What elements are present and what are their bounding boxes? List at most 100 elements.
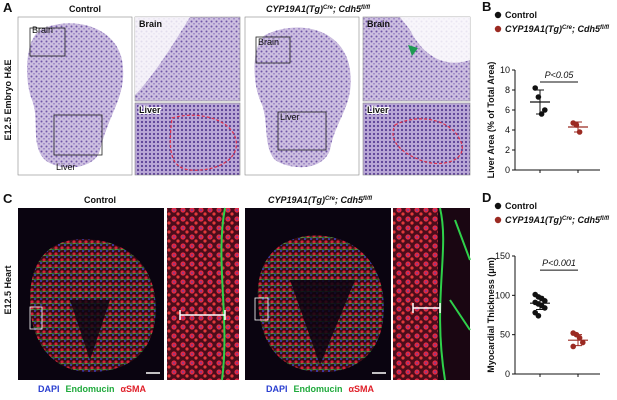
- stain-name: DAPI: [38, 384, 60, 394]
- annotation: P<0.05: [545, 70, 575, 80]
- column-title: Control: [69, 4, 101, 14]
- stain-name: αSMA: [120, 384, 146, 394]
- legend-label: Control: [505, 201, 537, 211]
- text-part: CYP19A1(Tg): [268, 195, 325, 205]
- legend-marker: [494, 202, 502, 210]
- myocardium: [393, 208, 438, 380]
- zoom-box: [277, 111, 327, 151]
- data-point: [570, 343, 576, 350]
- superscript: fl/fl: [600, 25, 609, 31]
- text-part: ; Cdh5: [572, 24, 601, 34]
- superscript: Cre: [562, 216, 573, 222]
- stain-name: DAPI: [266, 384, 288, 394]
- text-part: CYP19A1(Tg): [505, 24, 562, 34]
- stain-name: Endomucin: [293, 384, 342, 394]
- background: [400, 17, 470, 63]
- liver-outline: [169, 114, 237, 171]
- panel-label: A: [3, 0, 13, 15]
- text-part: ; Cdh5: [572, 215, 601, 225]
- zoom-box: [255, 36, 291, 64]
- inset-label: Brain: [367, 19, 390, 29]
- data-point: [580, 339, 586, 346]
- embryo-section: [254, 27, 351, 168]
- panel-a: A Control CYP19A1(Tg)Cre; Cdh5fl/fl E12.…: [3, 0, 471, 176]
- legend-marker: [494, 11, 502, 19]
- panel-label: C: [3, 191, 13, 206]
- arrowhead: [408, 45, 418, 56]
- y-axis-label: Myocardial Thickness (μm): [486, 257, 496, 373]
- stain-legend: DAPI Endomucin αSMA: [266, 384, 375, 394]
- liver-outline: [392, 118, 463, 165]
- zoom-box: [29, 306, 43, 330]
- legend-marker: [494, 25, 502, 33]
- zoom-box: [53, 114, 103, 156]
- superscript: Cre: [562, 25, 573, 31]
- data-point: [535, 312, 542, 319]
- superscript: Cre: [325, 196, 336, 202]
- error-bar: [536, 296, 544, 310]
- inset-label: Brain: [139, 19, 162, 29]
- legend-label: CYP19A1(Tg)Cre; Cdh5fl/fl: [505, 24, 609, 34]
- row-label: E12.5 Embryo H&E: [3, 59, 13, 140]
- panel-c: C Control CYP19A1(Tg)Cre; Cdh5fl/fl E12.…: [3, 191, 471, 394]
- text-part: CYP19A1(Tg): [505, 215, 562, 225]
- text-part: ; Cdh5: [335, 195, 364, 205]
- thickness-bar: [179, 310, 226, 320]
- panel-label: D: [482, 190, 491, 205]
- stain-name: αSMA: [348, 384, 374, 394]
- column-title: CYP19A1(Tg)Cre; Cdh5fl/fl: [266, 4, 370, 14]
- inset-label-halo: Liver: [139, 105, 161, 115]
- superscript: fl/fl: [363, 196, 372, 202]
- background: [135, 17, 190, 95]
- image-inset: [362, 102, 471, 176]
- text-part: ; Cdh5: [333, 4, 362, 14]
- y-tick-label: 50: [500, 330, 510, 340]
- y-tick-label: 4: [505, 125, 510, 135]
- endocardium: [220, 207, 226, 381]
- y-axis-label: Liver Area (% of Total Area): [486, 62, 496, 179]
- legend-label: Control: [505, 10, 537, 20]
- data-point: [542, 107, 548, 113]
- y-tick-label: 2: [505, 145, 510, 155]
- box-label: Brain: [258, 37, 279, 47]
- endocardium: [439, 207, 471, 381]
- panel-label: B: [482, 0, 491, 14]
- column-title: Control: [84, 195, 116, 205]
- embryo-section: [27, 23, 124, 168]
- inset-label: Liver: [139, 105, 161, 115]
- data-point: [532, 85, 538, 91]
- stain-name: Endomucin: [65, 384, 114, 394]
- y-tick-label: 6: [505, 105, 510, 115]
- y-tick-label: 150: [495, 251, 510, 261]
- thickness-bar: [412, 303, 441, 313]
- chamber: [70, 300, 110, 360]
- y-tick-label: 10: [500, 65, 510, 75]
- y-tick-label: 0: [505, 165, 510, 175]
- zoom-box: [254, 297, 269, 321]
- stain-legend: DAPI Endomucin αSMA: [38, 384, 147, 394]
- error-bar: [574, 334, 582, 347]
- box-label: Liver: [280, 112, 300, 122]
- data-point: [542, 298, 548, 304]
- superscript: fl/fl: [600, 216, 609, 222]
- row-label: E12.5 Heart: [3, 265, 13, 314]
- box-label: Brain: [32, 25, 53, 35]
- legend-label: CYP19A1(Tg)Cre; Cdh5fl/fl: [505, 215, 609, 225]
- text-part: Control: [505, 201, 537, 211]
- text-part: Control: [505, 10, 537, 20]
- zoom-box: [29, 27, 66, 57]
- legend-marker: [494, 216, 502, 224]
- column-title: CYP19A1(Tg)Cre; Cdh5fl/fl: [268, 195, 372, 205]
- y-tick-label: 100: [495, 290, 510, 300]
- annotation: P<0.001: [542, 258, 576, 268]
- y-tick-label: 0: [505, 369, 510, 379]
- inset-label-halo: Liver: [367, 105, 389, 115]
- text-part: CYP19A1(Tg): [266, 4, 323, 14]
- y-tick-label: 8: [505, 85, 510, 95]
- box-label: Liver: [56, 162, 76, 172]
- inset-label: Liver: [367, 105, 389, 115]
- superscript: fl/fl: [361, 5, 370, 11]
- error-bar: [536, 89, 544, 115]
